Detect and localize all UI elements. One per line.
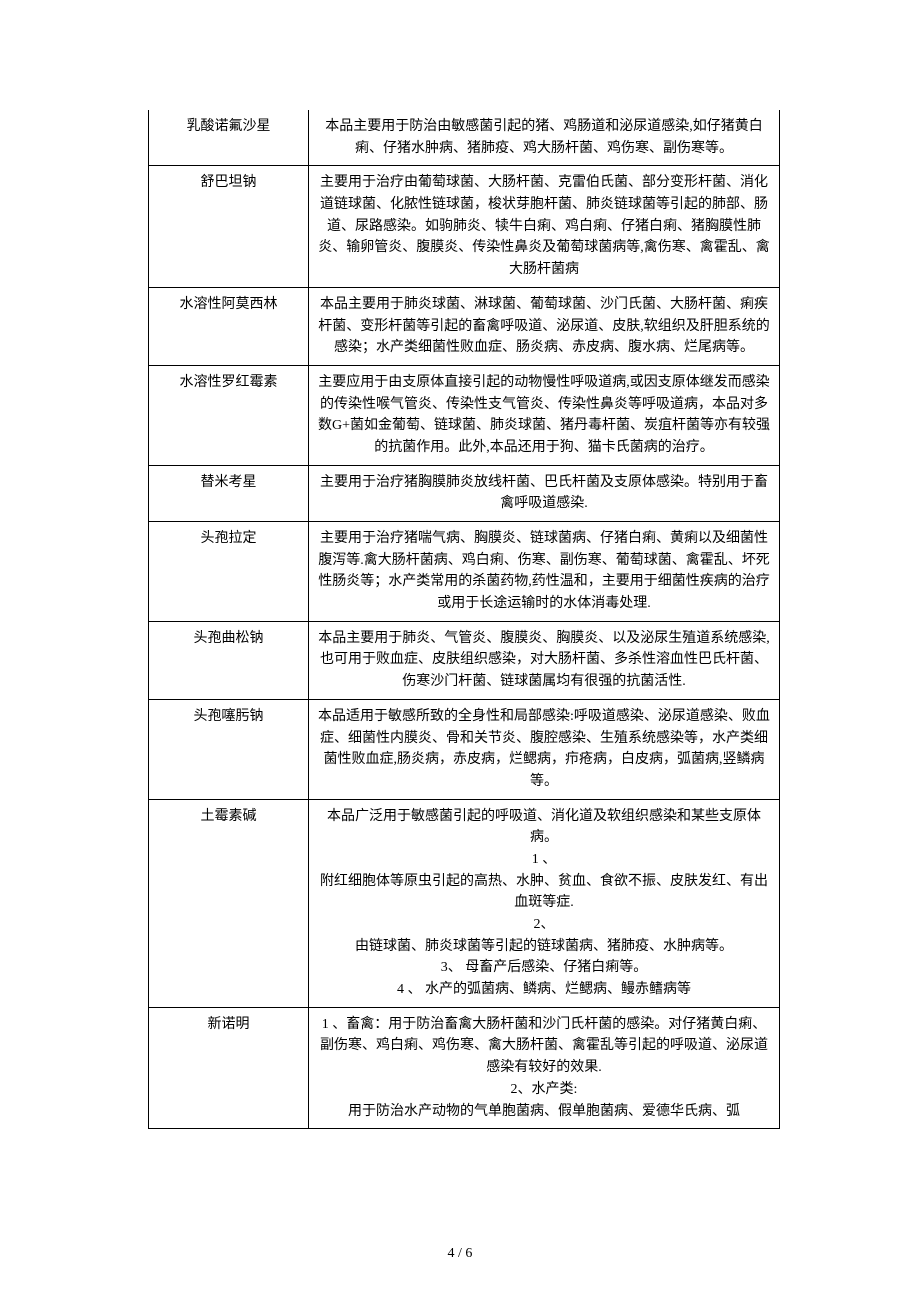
table-row: 替米考星 主要用于治疗猪胸膜肺炎放线杆菌、巴氏杆菌及支原体感染。特别用于畜禽呼吸… <box>149 465 780 521</box>
table-row: 舒巴坦钠 主要用于治疗由葡萄球菌、大肠杆菌、克雷伯氏菌、部分变形杆菌、消化道链球… <box>149 166 780 287</box>
med-desc-cell: 主要用于治疗由葡萄球菌、大肠杆菌、克雷伯氏菌、部分变形杆菌、消化道链球菌、化脓性… <box>309 166 780 287</box>
med-name-cell: 头孢拉定 <box>149 522 309 622</box>
med-name-cell: 土霉素碱 <box>149 799 309 1007</box>
med-name-cell: 乳酸诺氟沙星 <box>149 110 309 166</box>
med-name-cell: 新诺明 <box>149 1007 309 1128</box>
table-row: 乳酸诺氟沙星 本品主要用于防治由敏感菌引起的猪、鸡肠道和泌尿道感染,如仔猪黄白痢… <box>149 110 780 166</box>
table-row: 头孢曲松钠 本品主要用于肺炎、气管炎、腹膜炎、胸膜炎、以及泌尿生殖道系统感染,也… <box>149 621 780 699</box>
med-desc-cell: 本品适用于敏感所致的全身性和局部感染:呼吸道感染、泌尿道感染、败血症、细菌性内膜… <box>309 699 780 799</box>
med-name-cell: 替米考星 <box>149 465 309 521</box>
page-number: 4 / 6 <box>448 1246 473 1261</box>
page-footer: 4 / 6 <box>0 1246 920 1262</box>
med-name-cell: 头孢曲松钠 <box>149 621 309 699</box>
med-name-cell: 头孢噻肟钠 <box>149 699 309 799</box>
table-row: 水溶性阿莫西林 本品主要用于肺炎球菌、淋球菌、葡萄球菌、沙门氏菌、大肠杆菌、痢疾… <box>149 287 780 365</box>
med-desc-cell: 主要用于治疗猪胸膜肺炎放线杆菌、巴氏杆菌及支原体感染。特别用于畜禽呼吸道感染. <box>309 465 780 521</box>
med-desc-cell: 主要用于治疗猪喘气病、胸膜炎、链球菌病、仔猪白痢、黄痢以及细菌性腹泻等.禽大肠杆… <box>309 522 780 622</box>
med-desc-cell: 1 、畜禽：用于防治畜禽大肠杆菌和沙门氏杆菌的感染。对仔猪黄白痢、副伤寒、鸡白痢… <box>309 1007 780 1128</box>
med-desc-cell: 本品广泛用于敏感菌引起的呼吸道、消化道及软组织感染和某些支原体病。 1 、 附红… <box>309 799 780 1007</box>
table-row: 头孢拉定 主要用于治疗猪喘气病、胸膜炎、链球菌病、仔猪白痢、黄痢以及细菌性腹泻等… <box>149 522 780 622</box>
table-body: 乳酸诺氟沙星 本品主要用于防治由敏感菌引起的猪、鸡肠道和泌尿道感染,如仔猪黄白痢… <box>149 110 780 1129</box>
med-desc-cell: 本品主要用于防治由敏感菌引起的猪、鸡肠道和泌尿道感染,如仔猪黄白痢、仔猪水肿病、… <box>309 110 780 166</box>
med-name-cell: 水溶性阿莫西林 <box>149 287 309 365</box>
table-row: 头孢噻肟钠 本品适用于敏感所致的全身性和局部感染:呼吸道感染、泌尿道感染、败血症… <box>149 699 780 799</box>
table-row: 水溶性罗红霉素 主要应用于由支原体直接引起的动物慢性呼吸道病,或因支原体继发而感… <box>149 365 780 465</box>
med-name-cell: 水溶性罗红霉素 <box>149 365 309 465</box>
table-row: 土霉素碱 本品广泛用于敏感菌引起的呼吸道、消化道及软组织感染和某些支原体病。 1… <box>149 799 780 1007</box>
med-desc-cell: 本品主要用于肺炎、气管炎、腹膜炎、胸膜炎、以及泌尿生殖道系统感染,也可用于败血症… <box>309 621 780 699</box>
med-desc-cell: 主要应用于由支原体直接引起的动物慢性呼吸道病,或因支原体继发而感染的传染性喉气管… <box>309 365 780 465</box>
table-row: 新诺明 1 、畜禽：用于防治畜禽大肠杆菌和沙门氏杆菌的感染。对仔猪黄白痢、副伤寒… <box>149 1007 780 1128</box>
med-desc-cell: 本品主要用于肺炎球菌、淋球菌、葡萄球菌、沙门氏菌、大肠杆菌、痢疾杆菌、变形杆菌等… <box>309 287 780 365</box>
medicine-table: 乳酸诺氟沙星 本品主要用于防治由敏感菌引起的猪、鸡肠道和泌尿道感染,如仔猪黄白痢… <box>148 110 780 1129</box>
med-name-cell: 舒巴坦钠 <box>149 166 309 287</box>
